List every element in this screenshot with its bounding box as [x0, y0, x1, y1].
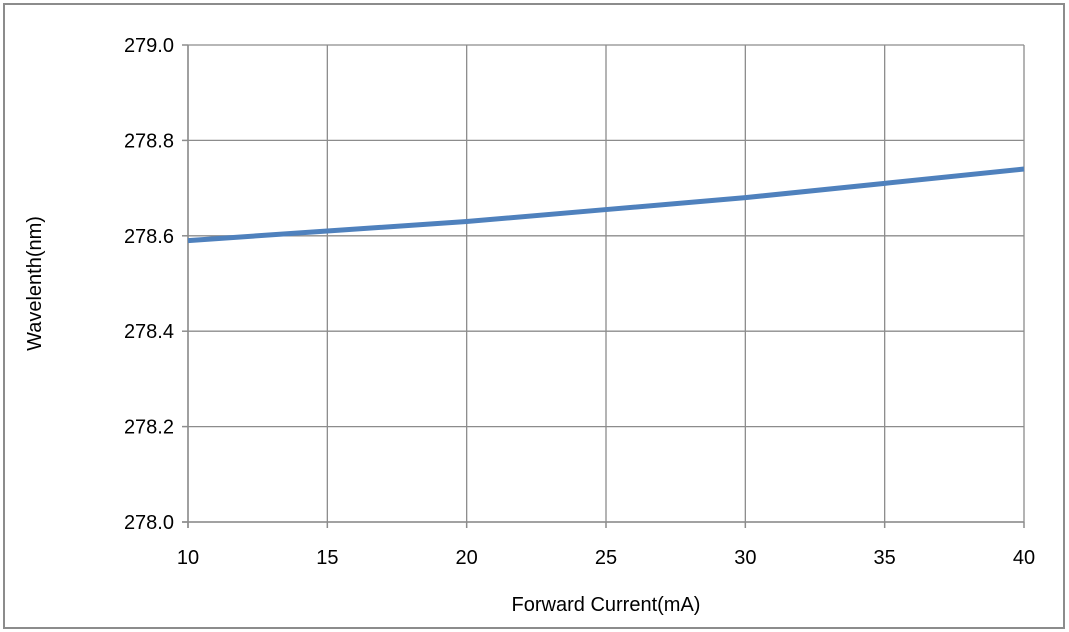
axes	[182, 45, 1024, 528]
y-tick-labels: 278.0 278.2 278.4 278.6 278.8 279.0	[124, 35, 174, 534]
y-tick-label: 278.0	[124, 512, 174, 534]
wavelength-line-chart: 10 15 20 25 30 35 40 278.0 278.2 278.4 278.6 278.8…	[5, 5, 1063, 627]
x-tick-label: 10	[177, 547, 199, 569]
y-tick-label: 279.0	[124, 35, 174, 57]
x-axis-title: Forward Current(mA)	[512, 594, 701, 616]
x-tick-label: 15	[316, 547, 338, 569]
y-axis-title: Wavelenth(nm)	[24, 216, 46, 351]
y-tick-label: 278.6	[124, 226, 174, 248]
chart-frame: 10 15 20 25 30 35 40 278.0 278.2 278.4 278.6 278.8…	[3, 3, 1065, 629]
y-tick-label: 278.8	[124, 130, 174, 152]
grid-lines	[188, 45, 1024, 522]
x-tick-label: 40	[1013, 547, 1035, 569]
y-tick-label: 278.2	[124, 417, 174, 439]
x-tick-label: 35	[874, 547, 896, 569]
x-tick-label: 25	[595, 547, 617, 569]
y-tick-label: 278.4	[124, 321, 174, 343]
x-tick-label: 30	[734, 547, 756, 569]
x-tick-label: 20	[456, 547, 478, 569]
x-tick-labels: 10 15 20 25 30 35 40	[177, 547, 1035, 569]
